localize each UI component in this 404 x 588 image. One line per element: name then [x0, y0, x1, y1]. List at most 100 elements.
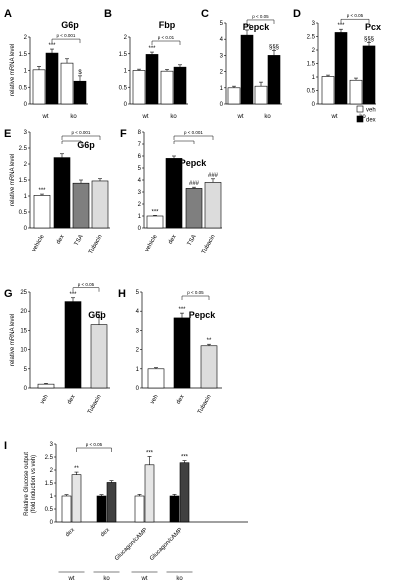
panel-label: C: [201, 8, 209, 20]
bar: [64, 301, 82, 389]
panel-title: Pepck: [189, 310, 217, 320]
y-tick-label: 0.5: [19, 210, 28, 216]
bar: [267, 55, 281, 105]
y-tick-label: 5: [136, 290, 140, 296]
bar: [60, 62, 74, 105]
category-label: dex: [65, 527, 76, 538]
bar: [173, 66, 187, 105]
bar: [334, 32, 348, 105]
bar: [362, 45, 376, 105]
y-tick-label: 0: [136, 386, 140, 392]
panel-title: Fbp: [159, 20, 176, 30]
category-label: Tubacin: [88, 234, 104, 255]
y-tick-label: 2: [24, 162, 28, 168]
y-tick-label: 1.5: [19, 52, 28, 58]
y-tick-label: 1.5: [19, 178, 28, 184]
p-value-label: p < 0.05: [86, 442, 103, 447]
y-tick-label: 0: [138, 226, 142, 232]
category-label: Tubacin: [197, 394, 213, 415]
significance-bracket: p < 0.05: [181, 290, 210, 300]
category-label: vehicle: [144, 233, 159, 253]
panel-label: G: [4, 288, 13, 300]
bar: [240, 34, 254, 105]
category-label: dex: [168, 234, 178, 245]
y-tick-label: 1.5: [45, 481, 54, 487]
bar: [72, 182, 90, 229]
panel-label: I: [4, 440, 7, 452]
p-value-label: p < 0.05: [187, 290, 204, 295]
y-axis-label: relative mRNA level: [10, 314, 16, 366]
legend-veh-label: veh: [366, 108, 376, 114]
y-tick-label: 3: [50, 442, 54, 448]
significance-label: §§§: [364, 36, 374, 42]
significance-label: ***: [48, 43, 56, 49]
significance-label: ***: [181, 455, 189, 461]
significance-label: ***: [69, 292, 77, 298]
subgroup-label: wt: [141, 576, 148, 582]
panel-label: E: [4, 128, 11, 140]
bar: [53, 157, 71, 229]
bar: [145, 54, 159, 105]
group-label: ko: [70, 114, 77, 120]
category-label: dex: [67, 394, 77, 405]
significance-label: ***: [337, 23, 345, 29]
panel-title: G6p: [77, 140, 95, 150]
y-tick-label: 3: [136, 328, 140, 334]
significance-label: ###: [208, 173, 219, 179]
bracket-line: [151, 40, 181, 45]
bar: [254, 85, 268, 105]
y-tick-label: 0: [24, 226, 28, 232]
category-label: Glucagon/cAMP: [149, 527, 184, 562]
panel-label: B: [104, 8, 112, 20]
y-tick-label: 1: [312, 75, 316, 81]
y-tick-label: 0: [24, 102, 28, 108]
y-tick-label: 3: [138, 190, 142, 196]
y-tick-label: 2: [50, 468, 54, 474]
y-tick-label: 3: [24, 130, 28, 136]
bar: [144, 464, 155, 523]
y-tick-label: 2: [220, 70, 224, 76]
panel-b: B Fbp 0 0.5 1 1.5 2 *** p < 0.01 wt ko: [104, 8, 188, 120]
significance-label: ###: [189, 181, 200, 187]
bar: [134, 495, 145, 523]
bar: [179, 462, 190, 523]
category-label: veh: [40, 394, 50, 405]
y-tick-label: 0: [124, 102, 128, 108]
panel-label: H: [118, 288, 126, 300]
y-tick-label: 5: [24, 367, 28, 373]
p-value-label: p < 0.001: [184, 130, 203, 135]
bracket-line: [51, 38, 81, 44]
significance-label: ***: [243, 24, 251, 30]
bar: [73, 80, 87, 105]
y-tick-label: 2: [312, 48, 316, 54]
y-tick-label: 2.5: [45, 455, 54, 461]
bar: [90, 324, 108, 389]
y-tick-label: 5: [220, 21, 224, 27]
bar: [200, 345, 218, 389]
p-value-label: p < 0.05: [78, 282, 95, 287]
bracket-inner-line: [173, 140, 195, 144]
y-tick-label: 4: [136, 309, 140, 315]
bracket-line: [246, 19, 275, 24]
y-tick-label: 2: [124, 35, 128, 41]
panel-c: C Pepck 0 1 2 3 4 5 *** §§§ p < 0.05 wt ko: [201, 8, 282, 120]
significance-bracket: p < 0.05: [340, 13, 370, 24]
bar: [173, 317, 191, 389]
y-tick-label: 1.5: [119, 52, 128, 58]
y-tick-label: 2.5: [19, 146, 28, 152]
bar: [169, 495, 180, 523]
y-tick-label: 3: [220, 53, 224, 59]
panel-title: G6p: [88, 310, 106, 320]
category-label: vehicle: [31, 233, 46, 253]
group-label: wt: [237, 114, 244, 120]
bracket-line: [340, 18, 370, 24]
y-axis-label: (fold induction vs veh): [31, 455, 37, 513]
y-tick-label: 1: [138, 214, 142, 220]
bracket-line: [181, 295, 210, 300]
y-tick-label: 2: [138, 202, 142, 208]
significance-label: ***: [95, 312, 103, 318]
y-tick-label: 25: [20, 290, 27, 296]
category-label: TSA: [74, 234, 85, 247]
y-axis-label: relative mRNA level: [10, 154, 16, 206]
